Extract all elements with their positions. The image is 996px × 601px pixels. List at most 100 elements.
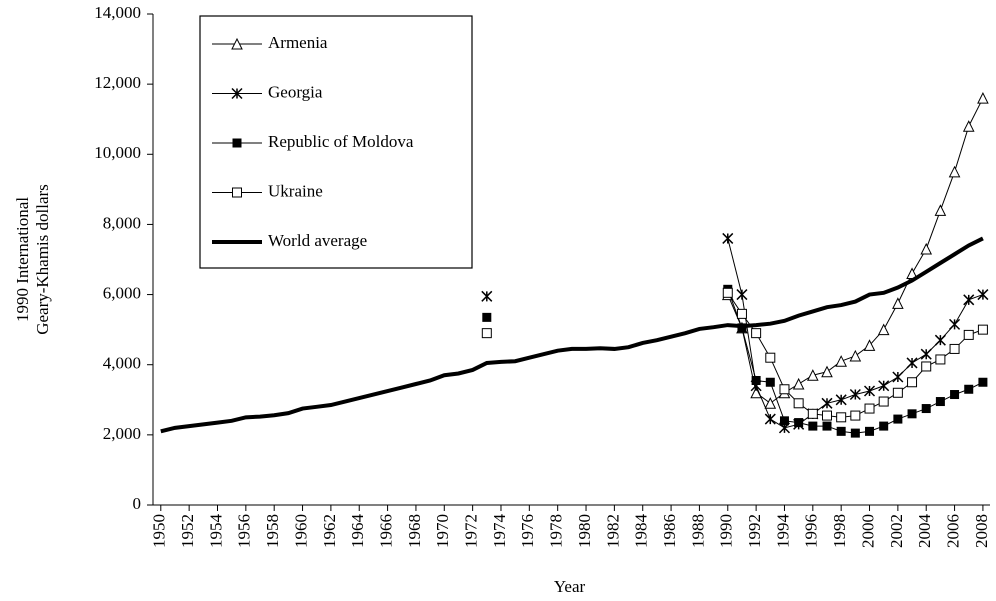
x-tick-label: 1954 [206, 514, 225, 549]
marker [921, 361, 932, 372]
marker [977, 324, 988, 335]
legend-box [199, 15, 473, 269]
marker [878, 396, 889, 407]
legend-label: Georgia [268, 82, 323, 101]
x-tick-label: 1980 [575, 514, 594, 548]
x-tick-label: 1982 [603, 514, 622, 548]
marker [907, 409, 917, 419]
x-tick-label: 1962 [320, 514, 339, 548]
marker [849, 349, 862, 362]
marker [821, 410, 832, 421]
marker [794, 418, 804, 428]
marker [948, 165, 961, 178]
x-tick-label: 1964 [348, 514, 367, 549]
marker [893, 414, 903, 424]
x-tick-label: 1956 [235, 514, 254, 548]
y-tick-label: 10,000 [94, 143, 141, 162]
marker [934, 204, 947, 216]
marker [736, 289, 748, 301]
marker [793, 398, 804, 409]
marker [962, 120, 975, 132]
y-tick-label: 14,000 [94, 3, 141, 22]
legend-marker [231, 37, 243, 50]
marker [963, 294, 975, 306]
x-tick-label: 1988 [688, 514, 707, 548]
marker [481, 328, 492, 339]
marker [751, 375, 761, 385]
x-tick-label: 1960 [291, 514, 310, 548]
marker [865, 426, 875, 436]
x-tick-label: 2008 [972, 514, 991, 548]
x-tick-label: 1970 [433, 514, 452, 548]
x-tick-label: 1996 [802, 514, 821, 548]
marker [977, 289, 989, 301]
y-tick-label: 2,000 [103, 424, 141, 443]
x-tick-label: 1972 [462, 514, 481, 548]
marker [736, 308, 747, 319]
x-tick-label: 1952 [178, 514, 197, 548]
y-tick-label: 6,000 [103, 283, 141, 302]
series-line [160, 236, 984, 434]
marker [821, 365, 833, 378]
marker [879, 421, 889, 431]
marker [892, 297, 904, 309]
marker [863, 385, 876, 397]
y-tick-label: 4,000 [103, 354, 141, 373]
marker [934, 334, 946, 346]
y-tick-label: 8,000 [103, 213, 141, 232]
marker [892, 387, 903, 398]
legend-label: Armenia [268, 33, 328, 52]
y-axis-title: Geary-Khamis dollars [33, 184, 52, 335]
x-tick-label: 1992 [745, 514, 764, 548]
x-tick-label: 2002 [887, 514, 906, 548]
legend-marker [231, 87, 243, 100]
marker [764, 397, 777, 409]
marker [836, 426, 846, 436]
y-axis-title: 1990 International [13, 197, 32, 322]
x-tick-label: 1950 [150, 514, 169, 548]
legend-marker [232, 187, 242, 198]
x-tick-label: 1978 [547, 514, 566, 548]
marker [807, 369, 819, 381]
marker [722, 232, 734, 244]
marker [921, 404, 931, 414]
x-tick-label: 1990 [717, 514, 736, 548]
marker [835, 355, 847, 367]
marker [764, 413, 776, 425]
x-tick-label: 2004 [915, 514, 934, 549]
marker [849, 388, 861, 401]
marker [949, 318, 961, 330]
x-tick-label: 1974 [490, 514, 509, 549]
legend-label: Ukraine [268, 181, 323, 200]
marker [877, 323, 890, 336]
marker [963, 329, 974, 340]
marker [821, 397, 833, 409]
marker [751, 328, 762, 339]
marker [822, 421, 832, 431]
marker [850, 410, 861, 421]
x-tick-label: 1986 [660, 514, 679, 548]
marker [807, 408, 818, 419]
x-tick-label: 1966 [376, 514, 395, 548]
marker [765, 377, 775, 387]
marker [482, 312, 492, 322]
marker [722, 287, 733, 298]
legend-label: Republic of Moldova [268, 132, 414, 151]
marker [906, 357, 918, 369]
marker [765, 352, 776, 363]
marker [878, 380, 890, 392]
legend-marker [232, 138, 242, 148]
marker [864, 403, 875, 414]
marker [920, 348, 932, 360]
marker [863, 339, 876, 351]
marker [792, 377, 805, 390]
marker [907, 377, 918, 388]
marker [977, 92, 989, 104]
x-axis-title: Year [554, 577, 586, 596]
x-tick-label: 1958 [263, 514, 282, 548]
x-tick-label: 2000 [858, 514, 877, 548]
x-tick-label: 1968 [405, 514, 424, 548]
marker [836, 412, 847, 423]
